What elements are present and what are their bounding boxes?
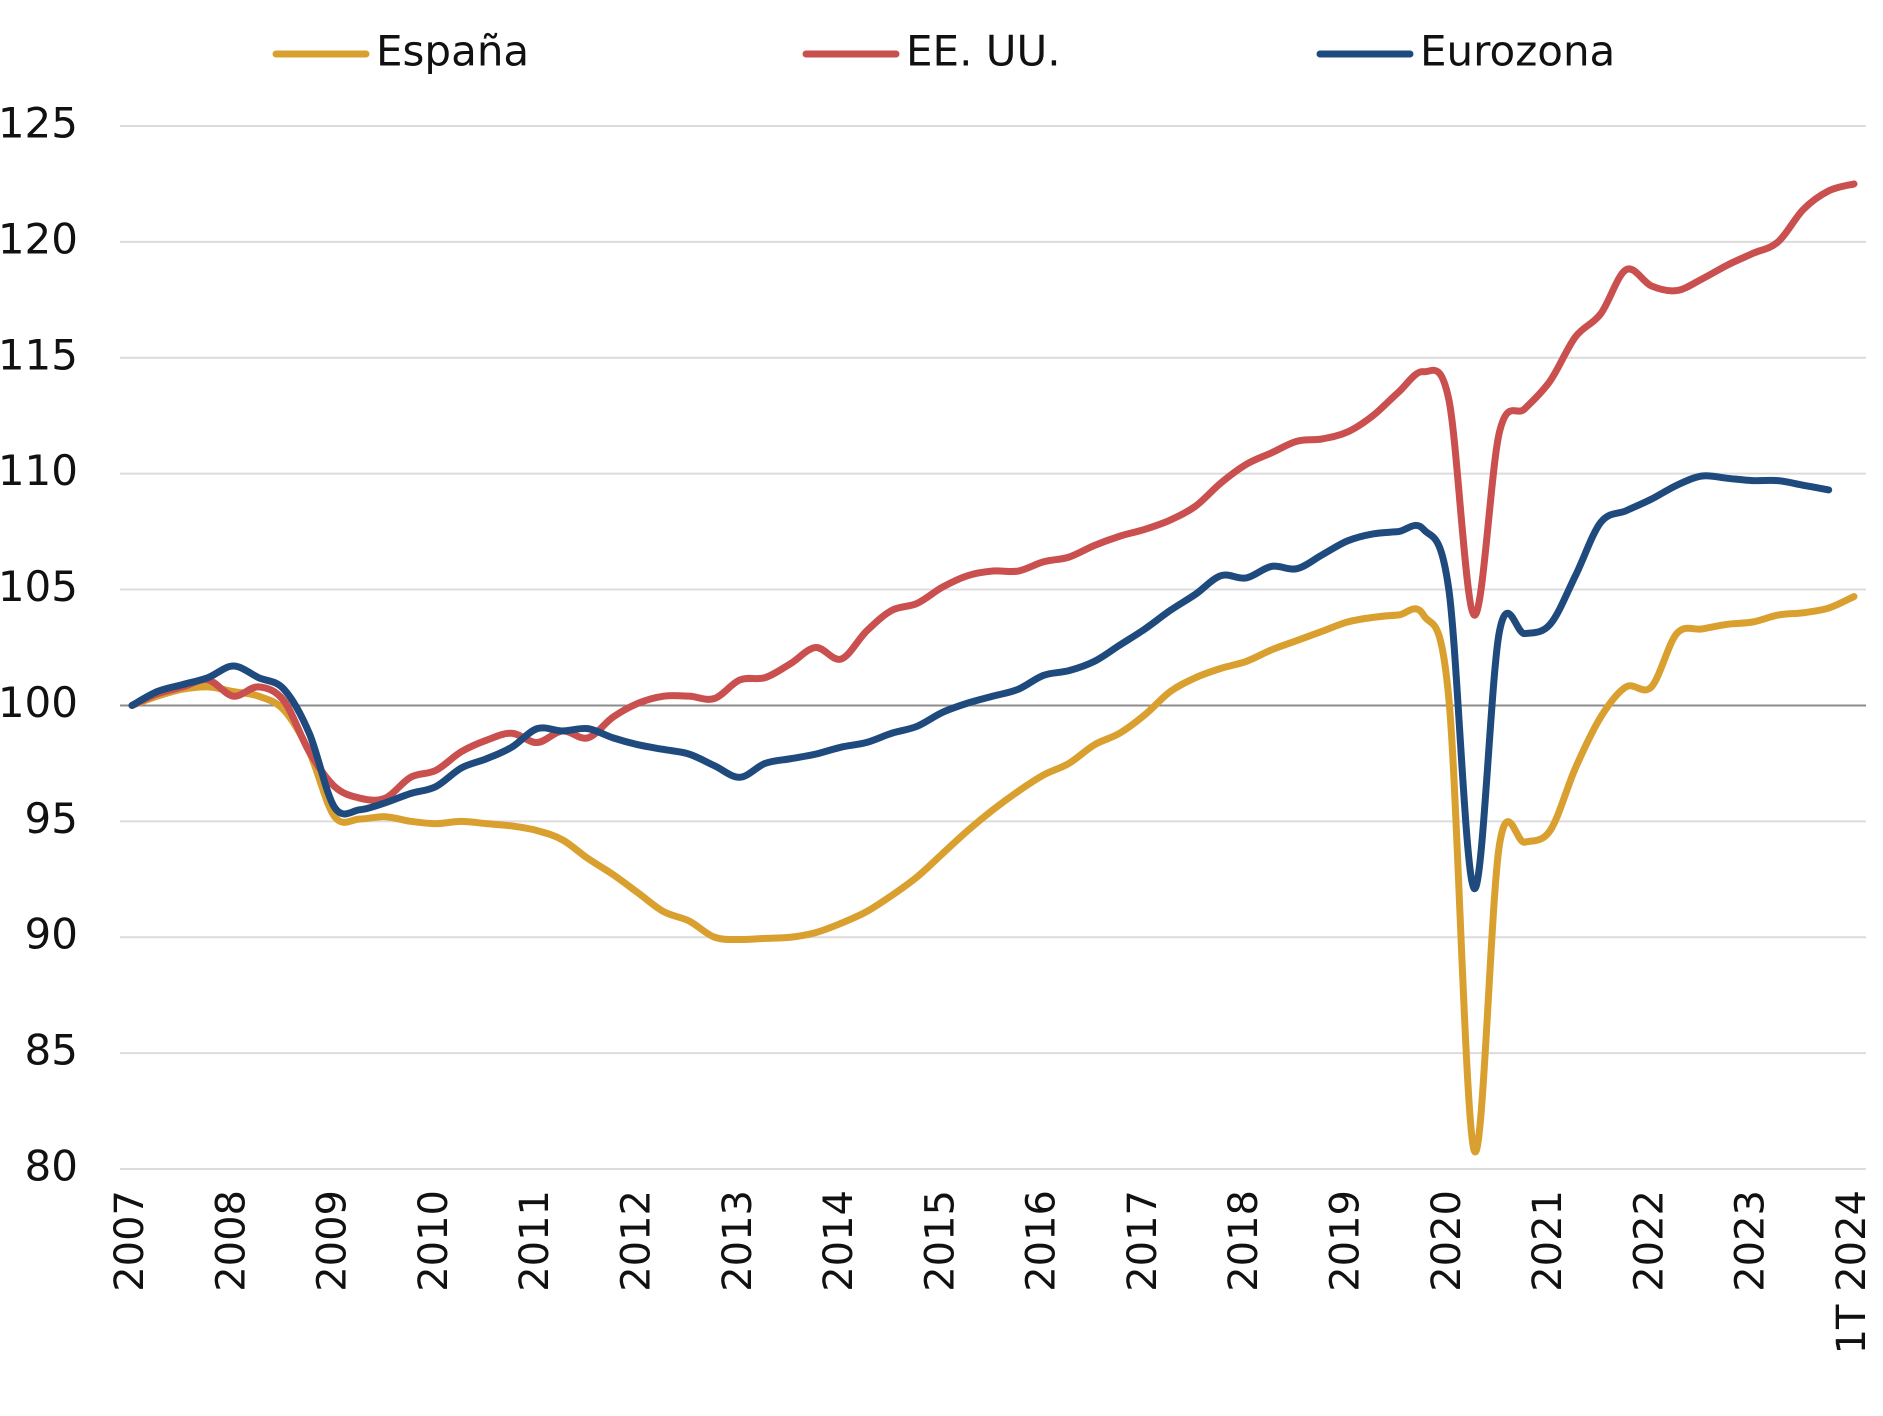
x-tick-label: 2021 <box>1525 1190 1571 1292</box>
series-line <box>128 180 1858 804</box>
y-tick-label: 85 <box>25 1026 78 1075</box>
x-tick-label: 2010 <box>411 1190 457 1292</box>
x-tick-label: 2018 <box>1221 1190 1267 1292</box>
x-tick-label: 2014 <box>816 1190 862 1292</box>
legend-label: EE. UU. <box>906 27 1061 76</box>
x-tick-label: 2009 <box>310 1190 356 1292</box>
x-tick-label: 2015 <box>917 1190 963 1292</box>
y-tick-label: 125 <box>0 99 78 148</box>
y-tick-label: 120 <box>0 214 78 263</box>
legend-label: España <box>376 27 529 76</box>
y-tick-label: 105 <box>0 562 78 611</box>
y-tick-label: 110 <box>0 446 78 495</box>
x-tick-label: 2007 <box>107 1190 153 1292</box>
x-tick-label: 2012 <box>613 1190 659 1292</box>
legend-label: Eurozona <box>1420 27 1615 76</box>
x-tick-label: 2008 <box>208 1190 254 1292</box>
series-line <box>128 472 1833 893</box>
x-tick-label: 2019 <box>1323 1190 1369 1292</box>
series-line <box>128 593 1858 1156</box>
x-tick-label: 1T 2024 <box>1829 1190 1875 1354</box>
y-tick-label: 115 <box>0 330 78 379</box>
y-tick-label: 80 <box>25 1142 78 1191</box>
x-tick-label: 2016 <box>1019 1190 1065 1292</box>
y-tick-label: 90 <box>25 910 78 959</box>
y-tick-label: 100 <box>0 678 78 727</box>
x-tick-label: 2020 <box>1424 1190 1470 1292</box>
x-tick-label: 2011 <box>512 1190 558 1292</box>
x-tick-label: 2013 <box>715 1190 761 1292</box>
x-tick-label: 2022 <box>1626 1190 1672 1292</box>
x-tick-label: 2017 <box>1120 1190 1166 1292</box>
x-tick-label: 2023 <box>1728 1190 1774 1292</box>
y-tick-label: 95 <box>25 794 78 843</box>
